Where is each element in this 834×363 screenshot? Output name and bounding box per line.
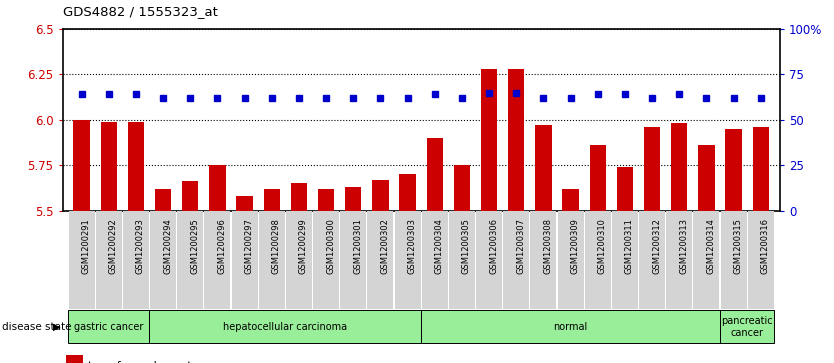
FancyBboxPatch shape (422, 211, 448, 309)
Bar (590, 145, 606, 211)
Text: GSM1200302: GSM1200302 (380, 219, 389, 274)
Text: GSM1200310: GSM1200310 (598, 219, 607, 274)
FancyBboxPatch shape (286, 211, 312, 309)
Bar (155, 189, 171, 211)
FancyBboxPatch shape (96, 211, 122, 309)
FancyBboxPatch shape (150, 211, 176, 309)
FancyBboxPatch shape (449, 211, 475, 309)
FancyBboxPatch shape (232, 211, 258, 309)
Text: GSM1200307: GSM1200307 (516, 219, 525, 274)
Bar (128, 122, 144, 211)
Bar (318, 189, 334, 211)
Bar (236, 196, 253, 211)
FancyBboxPatch shape (204, 211, 230, 309)
Text: gastric cancer: gastric cancer (74, 322, 143, 332)
Text: GSM1200315: GSM1200315 (734, 219, 742, 274)
FancyBboxPatch shape (721, 211, 746, 309)
Text: GSM1200297: GSM1200297 (244, 219, 254, 274)
FancyBboxPatch shape (368, 211, 394, 309)
Text: GDS4882 / 1555323_at: GDS4882 / 1555323_at (63, 5, 218, 18)
Bar (399, 174, 415, 211)
FancyBboxPatch shape (259, 211, 284, 309)
Bar (562, 189, 579, 211)
FancyBboxPatch shape (421, 310, 720, 343)
Text: GSM1200293: GSM1200293 (136, 219, 145, 274)
FancyBboxPatch shape (149, 310, 421, 343)
Bar (752, 127, 769, 211)
Text: GSM1200313: GSM1200313 (679, 219, 688, 274)
Bar (481, 69, 497, 211)
Bar (209, 165, 225, 211)
Bar (66, 355, 83, 363)
Bar (345, 187, 361, 211)
Bar (264, 189, 280, 211)
Text: GSM1200300: GSM1200300 (326, 219, 335, 274)
Bar (508, 69, 525, 211)
FancyBboxPatch shape (123, 211, 149, 309)
Bar (617, 167, 633, 211)
Text: GSM1200316: GSM1200316 (761, 219, 770, 274)
Text: GSM1200294: GSM1200294 (163, 219, 172, 274)
FancyBboxPatch shape (530, 211, 556, 309)
Text: normal: normal (554, 322, 588, 332)
Text: GSM1200303: GSM1200303 (408, 219, 417, 274)
Text: disease state: disease state (2, 322, 71, 332)
Text: hepatocellular carcinoma: hepatocellular carcinoma (224, 322, 348, 332)
FancyBboxPatch shape (639, 211, 666, 309)
FancyBboxPatch shape (693, 211, 720, 309)
FancyBboxPatch shape (394, 211, 420, 309)
FancyBboxPatch shape (612, 211, 638, 309)
FancyBboxPatch shape (503, 211, 530, 309)
FancyBboxPatch shape (748, 211, 774, 309)
Bar (182, 182, 198, 211)
Bar (291, 183, 307, 211)
Text: GSM1200314: GSM1200314 (706, 219, 716, 274)
Bar (644, 127, 661, 211)
FancyBboxPatch shape (666, 211, 692, 309)
Text: GSM1200292: GSM1200292 (108, 219, 118, 274)
Bar (427, 138, 443, 211)
Text: GSM1200295: GSM1200295 (190, 219, 199, 274)
Text: GSM1200311: GSM1200311 (625, 219, 634, 274)
Text: GSM1200312: GSM1200312 (652, 219, 661, 274)
Text: GSM1200301: GSM1200301 (354, 219, 362, 274)
Text: GSM1200306: GSM1200306 (489, 219, 498, 274)
Text: GSM1200299: GSM1200299 (299, 219, 308, 274)
Text: GSM1200291: GSM1200291 (82, 219, 91, 274)
Text: ▶: ▶ (53, 322, 60, 332)
Text: GSM1200298: GSM1200298 (272, 219, 281, 274)
Bar (535, 125, 551, 211)
Text: GSM1200309: GSM1200309 (570, 219, 580, 274)
FancyBboxPatch shape (585, 211, 610, 309)
Bar (698, 145, 715, 211)
Bar (454, 165, 470, 211)
FancyBboxPatch shape (476, 211, 502, 309)
Bar (726, 129, 741, 211)
FancyBboxPatch shape (340, 211, 366, 309)
FancyBboxPatch shape (558, 211, 584, 309)
Bar (671, 123, 687, 211)
Text: transformed count: transformed count (88, 361, 192, 363)
Text: GSM1200304: GSM1200304 (435, 219, 444, 274)
Text: GSM1200296: GSM1200296 (218, 219, 226, 274)
FancyBboxPatch shape (68, 310, 149, 343)
Text: pancreatic
cancer: pancreatic cancer (721, 316, 773, 338)
FancyBboxPatch shape (68, 211, 94, 309)
Bar (372, 180, 389, 211)
FancyBboxPatch shape (313, 211, 339, 309)
Bar (73, 120, 90, 211)
Text: GSM1200308: GSM1200308 (544, 219, 552, 274)
FancyBboxPatch shape (177, 211, 203, 309)
Bar (101, 122, 117, 211)
FancyBboxPatch shape (720, 310, 774, 343)
Text: GSM1200305: GSM1200305 (462, 219, 471, 274)
